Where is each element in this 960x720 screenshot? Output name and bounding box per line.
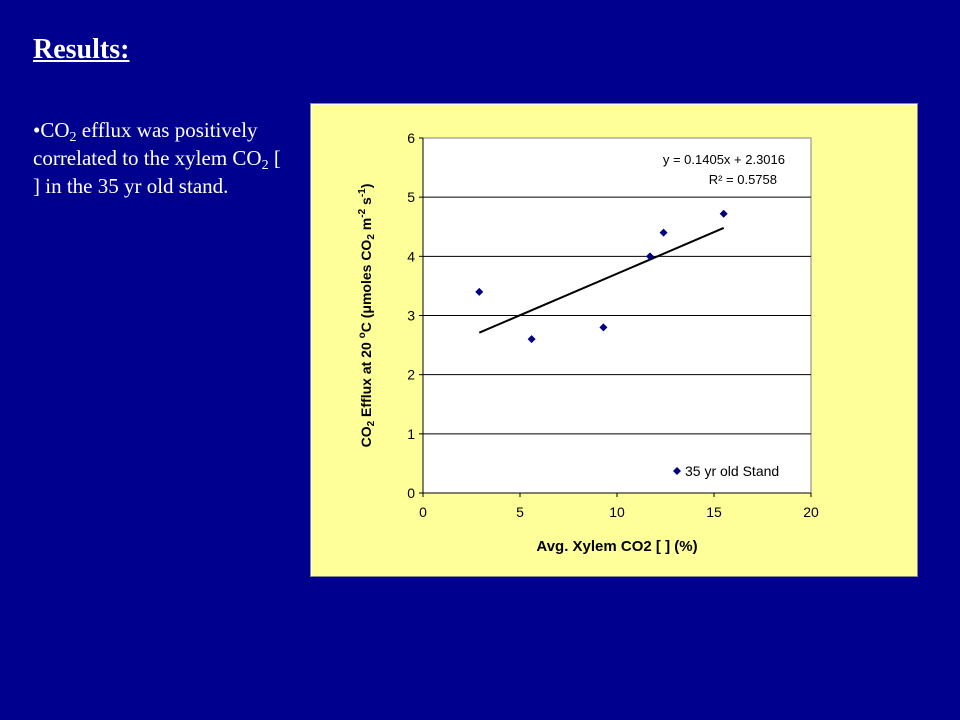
data-point	[659, 228, 668, 237]
scatter-chart: 0 1 2 3 4 5 6 0 5 10 15 20 y = 0.1405x + 2.3016 R² = …	[357, 130, 819, 555]
y-tick-label: 6	[407, 130, 415, 146]
x-tick-label: 0	[419, 504, 427, 520]
bullet-subscript-2b: 2	[261, 158, 269, 173]
plot-area-group: 0 1 2 3 4 5 6 0 5 10 15 20 y = 0.1405x + 2.3016 R² = …	[357, 130, 819, 555]
data-point	[719, 209, 728, 218]
bullet-part-stand: [ ] in the 35 yr old stand.	[33, 146, 281, 198]
y-axis-label: CO2 Efflux at 20 oC (μmoles CO2 m-2 s-1)	[357, 184, 377, 448]
x-tick-label: 15	[706, 504, 722, 520]
legend-marker	[673, 467, 681, 475]
data-point	[527, 335, 536, 344]
x-axis-label: Avg. Xylem CO2 [ ] (%)	[536, 538, 697, 555]
slide-title: Results:	[33, 34, 130, 65]
trendline-r-squared: R² = 0.5758	[709, 172, 777, 187]
y-tick-label: 2	[407, 367, 415, 383]
y-tick-label: 4	[407, 248, 415, 264]
data-point	[475, 287, 484, 296]
x-tick-label: 20	[803, 504, 819, 520]
bullet-text: •CO2 efflux was positively correlated to…	[33, 116, 293, 200]
x-tick-label: 5	[516, 504, 524, 520]
bullet-part-co: CO	[40, 118, 70, 142]
bullet-part-efflux: efflux was positively correlated to the …	[33, 118, 262, 170]
bullet-subscript-2: 2	[69, 130, 77, 145]
trendline-equation: y = 0.1405x + 2.3016	[663, 152, 785, 167]
x-tick-label: 10	[609, 504, 625, 520]
data-point	[599, 323, 608, 332]
y-tick-label: 5	[407, 189, 415, 205]
y-tick-label: 0	[407, 485, 415, 501]
chart-frame: 0 1 2 3 4 5 6 0 5 10 15 20 y = 0.1405x + 2.3016 R² = …	[310, 103, 918, 577]
y-tick-label: 1	[407, 426, 415, 442]
y-tick-label: 3	[407, 308, 415, 324]
data-point	[645, 252, 654, 261]
bullet-marker: •	[33, 118, 41, 142]
legend-label: 35 yr old Stand	[685, 463, 779, 479]
trendline	[478, 227, 725, 334]
